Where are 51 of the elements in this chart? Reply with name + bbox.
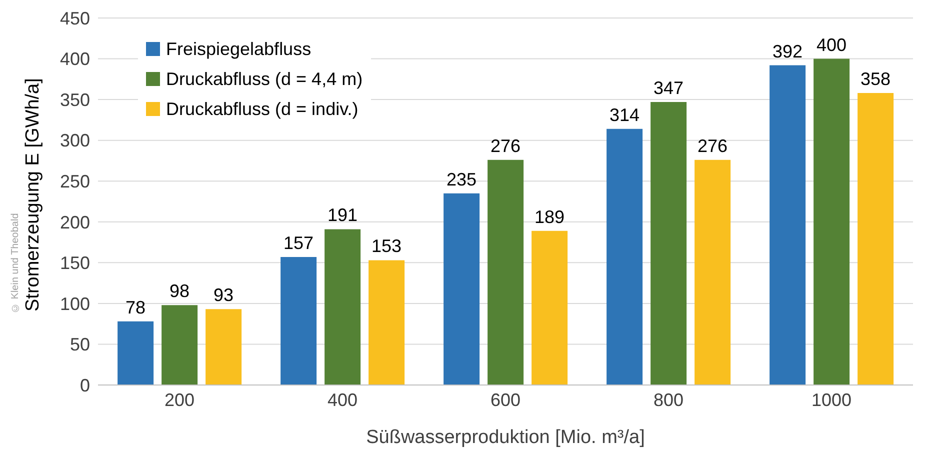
- y-tick-label: 250: [60, 172, 90, 192]
- bar: [368, 260, 405, 385]
- data-label: 93: [214, 285, 234, 306]
- bar: [162, 305, 198, 385]
- bar: [858, 93, 894, 385]
- data-label: 189: [534, 206, 565, 227]
- data-label: 314: [610, 104, 640, 125]
- y-tick-label: 150: [60, 253, 90, 274]
- bar: [118, 321, 154, 385]
- x-axis-title: Süßwasserproduktion [Mio. m³/a]: [366, 427, 645, 448]
- bar: [650, 102, 687, 385]
- bar: [444, 193, 480, 385]
- y-tick-label: 400: [60, 49, 90, 70]
- data-label: 400: [816, 34, 847, 55]
- bar: [488, 160, 524, 385]
- legend-label: Freispiegelabfluss: [166, 38, 312, 61]
- bar: [324, 229, 361, 385]
- data-label: 98: [170, 281, 190, 302]
- y-tick-label: 0: [80, 375, 90, 396]
- data-label: 78: [126, 297, 146, 318]
- x-tick-label: 1000: [811, 390, 852, 410]
- data-label: 157: [284, 232, 314, 253]
- data-label: 235: [446, 169, 477, 190]
- data-label: 153: [372, 236, 402, 256]
- bar: [694, 160, 731, 385]
- legend-label: Druckabfluss (d = 4,4 m): [166, 68, 363, 91]
- y-tick-label: 450: [60, 8, 90, 28]
- y-tick-label: 350: [60, 90, 90, 110]
- data-label: 276: [490, 136, 521, 156]
- x-tick-label: 600: [490, 390, 521, 410]
- bar: [606, 128, 643, 385]
- data-label: 392: [772, 41, 803, 62]
- x-tick-label: 200: [164, 390, 195, 410]
- bar: [770, 65, 806, 385]
- bar: [280, 256, 317, 385]
- data-label: 276: [698, 136, 728, 156]
- text: © Klein und Theobald: [10, 212, 21, 315]
- y-axis-title: Stromerzeugung E [GWh/a]: [22, 78, 44, 312]
- bar: [814, 58, 850, 385]
- data-label: 358: [860, 69, 891, 90]
- legend-label: Druckabfluss (d = indiv.): [166, 98, 358, 121]
- x-tick-label: 800: [653, 390, 684, 410]
- y-tick-label: 50: [70, 334, 90, 355]
- x-tick-label: 400: [327, 390, 358, 410]
- data-label: 347: [654, 78, 684, 98]
- data-label: 191: [328, 205, 358, 226]
- bar: [206, 309, 242, 385]
- bar: [532, 230, 568, 385]
- y-tick-label: 200: [60, 212, 90, 232]
- y-tick-label: 300: [60, 130, 90, 151]
- y-tick-label: 100: [60, 294, 90, 314]
